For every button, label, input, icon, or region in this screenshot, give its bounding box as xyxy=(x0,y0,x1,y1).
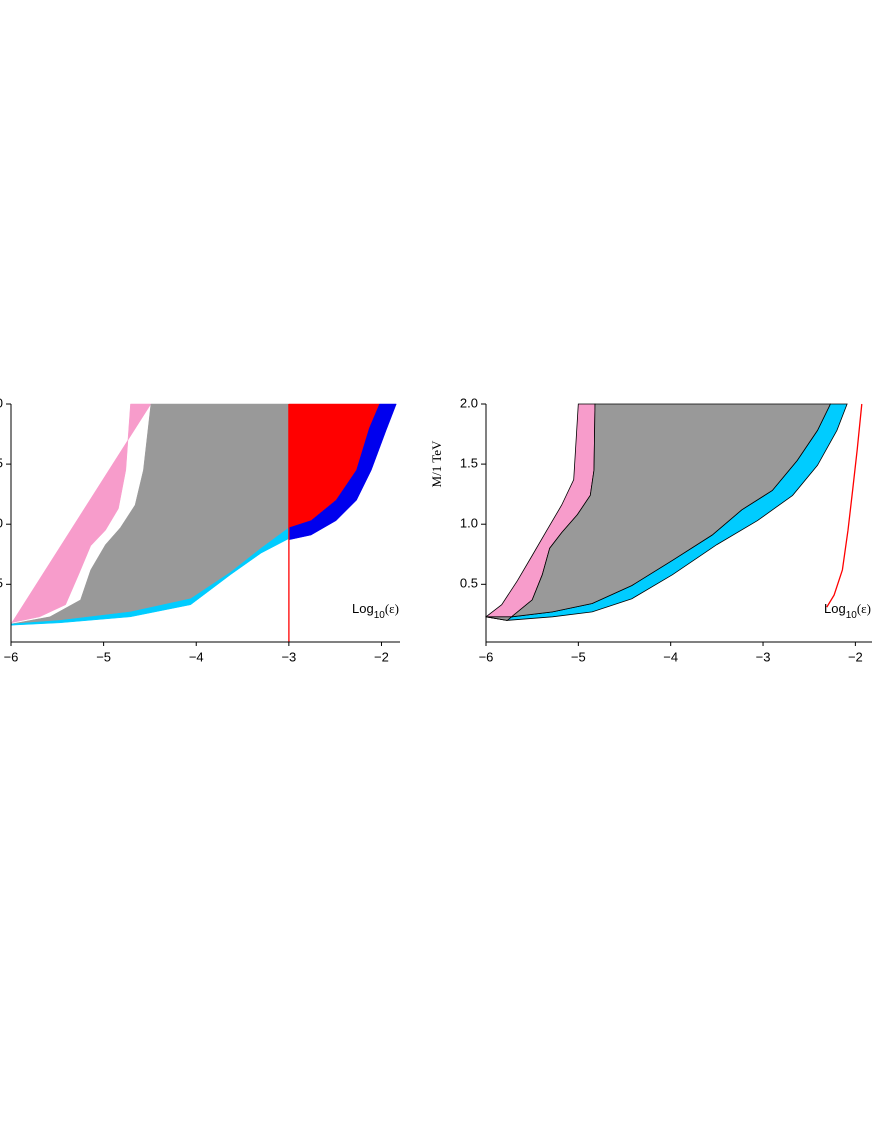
y-tick-label: 0.5 xyxy=(0,576,3,591)
y-tick-label: 2.0 xyxy=(0,395,3,410)
curve xyxy=(826,403,863,608)
y-tick-label: 1.5 xyxy=(460,456,478,471)
y-tick-label: 0.5 xyxy=(460,576,478,591)
x-tick-label: −6 xyxy=(479,649,494,664)
annotation: Log10(ε) xyxy=(824,601,871,621)
annotation-text: Log xyxy=(824,601,846,616)
annotation: Log10(ε) xyxy=(352,601,399,621)
annotation-tail: (ε) xyxy=(857,601,871,616)
x-tick-label: −3 xyxy=(756,649,771,664)
panel: 0.5 1.0 1.5 2.0 −6 −5 −4 −3 −2 M/1 TeV Log10(ε) xyxy=(429,395,872,664)
region xyxy=(288,403,397,541)
y-tick-label: 1.5 xyxy=(0,456,3,471)
panel: 0.5 1.0 1.5 2.0 −6 −5 −4 −3 −2 Log10(ε) xyxy=(0,395,400,664)
y-tick-label: 1.0 xyxy=(460,516,478,531)
annotation-sub: 10 xyxy=(846,610,858,621)
x-tick-label: −6 xyxy=(4,649,19,664)
annotation-text: Log xyxy=(352,601,374,616)
x-tick-label: −2 xyxy=(848,649,863,664)
x-tick-label: −4 xyxy=(189,649,204,664)
x-tick-label: −5 xyxy=(571,649,586,664)
annotation-sub: 10 xyxy=(374,610,386,621)
y-tick-label: 2.0 xyxy=(460,395,478,410)
annotation-tail: (ε) xyxy=(385,601,399,616)
y-tick-label: 1.0 xyxy=(0,516,3,531)
x-tick-label: −5 xyxy=(96,649,111,664)
x-tick-label: −3 xyxy=(281,649,296,664)
x-tick-label: −4 xyxy=(663,649,678,664)
region xyxy=(10,403,152,625)
y-axis-label: M/1 TeV xyxy=(429,440,444,487)
region xyxy=(485,403,832,621)
x-tick-label: −2 xyxy=(374,649,389,664)
